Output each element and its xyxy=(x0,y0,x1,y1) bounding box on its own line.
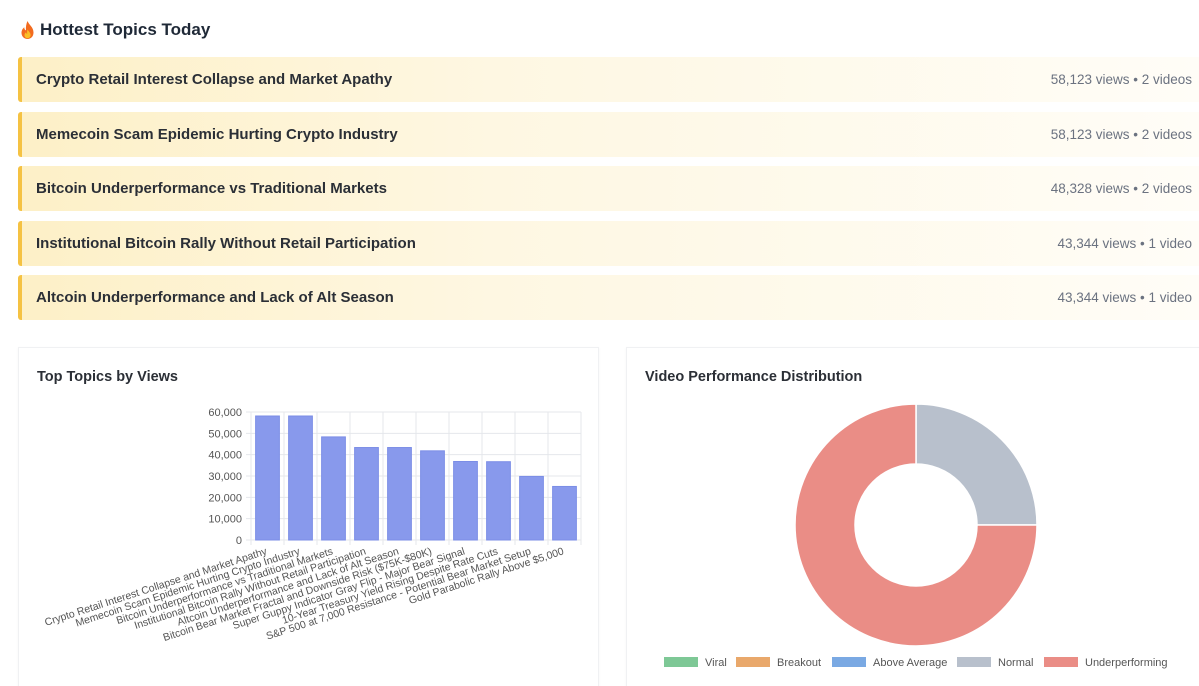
topic-meta: 43,344 views • 1 video xyxy=(1057,235,1192,251)
topic-title: Institutional Bitcoin Rally Without Reta… xyxy=(36,234,416,252)
fire-icon xyxy=(21,21,34,39)
donut-chart-title: Video Performance Distribution xyxy=(645,369,863,385)
legend-label[interactable]: Breakout xyxy=(777,657,821,669)
legend-swatch xyxy=(664,657,698,667)
legend-swatch xyxy=(736,657,770,667)
topic-title: Bitcoin Underperformance vs Traditional … xyxy=(36,180,387,197)
legend-swatch xyxy=(832,657,866,667)
donut-chart-card: Viral Breakout Above Average Normal Underper… xyxy=(626,347,1199,686)
bar[interactable] xyxy=(552,485,577,541)
topic-meta: 48,328 views • 2 videos xyxy=(1050,181,1192,196)
topic-row[interactable]: Institutional Bitcoin Rally Without Reta… xyxy=(18,220,1199,266)
topic-row[interactable]: Altcoin Underperformance and Lack of Alt… xyxy=(18,275,1199,320)
legend-label[interactable]: Viral xyxy=(705,657,727,669)
section-header: Hottest Topics Today xyxy=(19,18,210,42)
y-tick-label: 0 xyxy=(236,535,242,547)
bar[interactable] xyxy=(354,447,379,541)
y-tick-label: 40,000 xyxy=(208,450,242,462)
bar[interactable] xyxy=(255,415,280,541)
bar-chart-card: 60,000 50,000 40,000 30,000 20,000 10,000 0 Cry… xyxy=(18,347,599,686)
topic-row[interactable]: Bitcoin Underperformance vs Traditional … xyxy=(18,166,1199,211)
bar[interactable] xyxy=(420,450,445,541)
bar[interactable] xyxy=(453,460,478,541)
bar[interactable] xyxy=(288,415,313,541)
topic-title: Memecoin Scam Epidemic Hurting Crypto In… xyxy=(36,125,398,143)
topic-row[interactable]: Crypto Retail Interest Collapse and Mark… xyxy=(18,57,1199,102)
donut-slice[interactable] xyxy=(915,403,1038,526)
y-tick-label: 50,000 xyxy=(208,428,242,440)
bar[interactable] xyxy=(519,475,544,541)
bar-chart-title: Top Topics by Views xyxy=(37,369,178,385)
y-tick-label: 20,000 xyxy=(208,492,242,504)
bar[interactable] xyxy=(486,461,511,541)
y-tick-label: 60,000 xyxy=(208,407,242,419)
bar[interactable] xyxy=(387,447,412,541)
topic-title: Crypto Retail Interest Collapse and Mark… xyxy=(36,71,393,88)
topic-row[interactable]: Memecoin Scam Epidemic Hurting Crypto In… xyxy=(18,111,1199,157)
y-tick-label: 30,000 xyxy=(208,471,242,483)
section-title: Hottest Topics Today xyxy=(40,20,211,39)
legend-swatch xyxy=(957,657,991,667)
bar[interactable] xyxy=(321,436,346,541)
topic-meta: 43,344 views • 1 video xyxy=(1057,290,1192,305)
hottest-topics-list: Crypto Retail Interest Collapse and Mark… xyxy=(18,57,1199,330)
donut-slice[interactable] xyxy=(794,403,1038,647)
y-tick-label: 10,000 xyxy=(208,514,242,526)
bar-chart: 60,00050,00040,00030,00020,00010,0000Cry… xyxy=(43,407,582,644)
topic-meta: 58,123 views • 2 videos xyxy=(1050,72,1192,87)
topic-meta: 58,123 views • 2 videos xyxy=(1050,126,1192,142)
legend-label[interactable]: Normal xyxy=(998,657,1033,669)
legend-swatch xyxy=(1044,657,1078,667)
legend-label[interactable]: Above Average xyxy=(873,657,947,669)
legend-label[interactable]: Underperforming xyxy=(1085,657,1168,669)
topic-title: Altcoin Underperformance and Lack of Alt… xyxy=(36,289,394,306)
donut-chart: Viral Breakout Above Average Normal Underper… xyxy=(664,403,1168,669)
